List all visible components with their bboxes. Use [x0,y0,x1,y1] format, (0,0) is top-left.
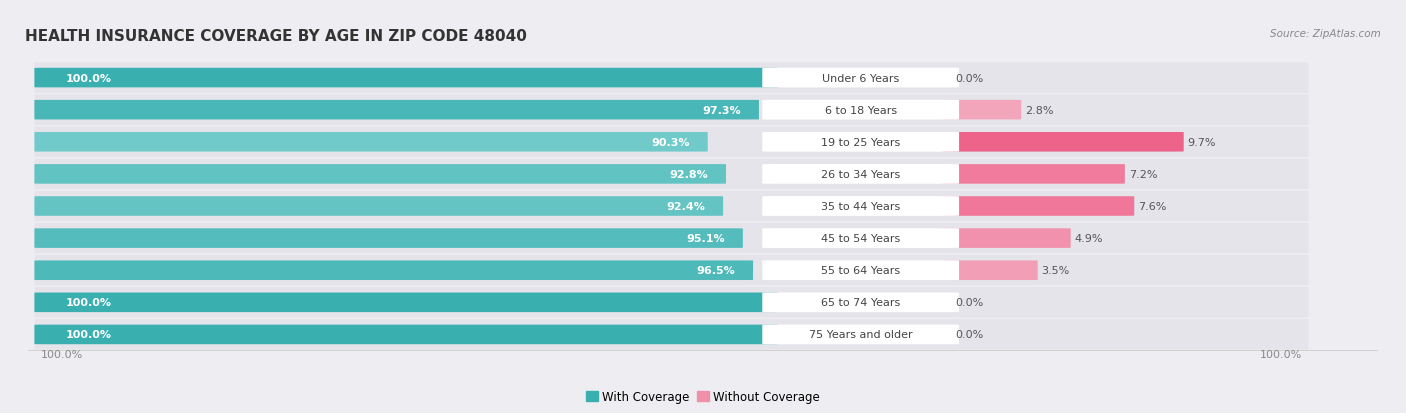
Text: 7.6%: 7.6% [1137,202,1167,211]
Text: 0.0%: 0.0% [955,298,984,308]
FancyBboxPatch shape [34,63,1309,94]
Text: 9.7%: 9.7% [1188,138,1216,147]
Text: 100.0%: 100.0% [41,350,83,360]
FancyBboxPatch shape [34,223,1309,254]
Text: 19 to 25 Years: 19 to 25 Years [821,138,900,147]
FancyBboxPatch shape [34,293,779,312]
FancyBboxPatch shape [942,101,1021,120]
Legend: With Coverage, Without Coverage: With Coverage, Without Coverage [581,385,825,408]
Text: 45 to 54 Years: 45 to 54 Years [821,233,900,244]
FancyBboxPatch shape [942,229,1071,248]
Text: 100.0%: 100.0% [66,298,112,308]
FancyBboxPatch shape [942,165,1125,184]
Text: 26 to 34 Years: 26 to 34 Years [821,169,900,180]
Text: 4.9%: 4.9% [1074,233,1102,244]
Text: 92.4%: 92.4% [666,202,706,211]
FancyBboxPatch shape [942,133,1184,152]
FancyBboxPatch shape [762,261,959,280]
Text: HEALTH INSURANCE COVERAGE BY AGE IN ZIP CODE 48040: HEALTH INSURANCE COVERAGE BY AGE IN ZIP … [25,29,527,44]
FancyBboxPatch shape [34,261,754,280]
FancyBboxPatch shape [34,69,779,88]
FancyBboxPatch shape [34,191,1309,222]
FancyBboxPatch shape [762,165,959,184]
FancyBboxPatch shape [34,319,1309,350]
Text: 6 to 18 Years: 6 to 18 Years [825,105,897,115]
Text: 95.1%: 95.1% [686,233,724,244]
Text: 90.3%: 90.3% [651,138,689,147]
FancyBboxPatch shape [34,133,707,152]
FancyBboxPatch shape [762,229,959,248]
Text: 100.0%: 100.0% [1260,350,1302,360]
Text: Source: ZipAtlas.com: Source: ZipAtlas.com [1270,29,1381,39]
Text: 97.3%: 97.3% [702,105,741,115]
FancyBboxPatch shape [762,69,959,88]
Text: 100.0%: 100.0% [66,330,112,339]
Text: 3.5%: 3.5% [1042,266,1070,275]
FancyBboxPatch shape [762,325,959,344]
FancyBboxPatch shape [762,100,959,120]
FancyBboxPatch shape [34,101,759,120]
FancyBboxPatch shape [762,293,959,313]
Text: 0.0%: 0.0% [955,74,984,83]
Text: 55 to 64 Years: 55 to 64 Years [821,266,900,275]
FancyBboxPatch shape [34,325,779,344]
FancyBboxPatch shape [34,95,1309,126]
FancyBboxPatch shape [762,133,959,152]
FancyBboxPatch shape [34,255,1309,286]
FancyBboxPatch shape [34,197,723,216]
FancyBboxPatch shape [34,287,1309,318]
FancyBboxPatch shape [34,127,1309,158]
FancyBboxPatch shape [34,159,1309,190]
FancyBboxPatch shape [942,261,1038,280]
Text: 7.2%: 7.2% [1129,169,1157,180]
Text: 65 to 74 Years: 65 to 74 Years [821,298,900,308]
FancyBboxPatch shape [34,229,742,248]
Text: 75 Years and older: 75 Years and older [808,330,912,339]
Text: 92.8%: 92.8% [669,169,709,180]
Text: 96.5%: 96.5% [696,266,735,275]
Text: 2.8%: 2.8% [1025,105,1053,115]
Text: 0.0%: 0.0% [955,330,984,339]
Text: 100.0%: 100.0% [66,74,112,83]
Text: 35 to 44 Years: 35 to 44 Years [821,202,900,211]
Text: Under 6 Years: Under 6 Years [823,74,900,83]
FancyBboxPatch shape [34,165,725,184]
FancyBboxPatch shape [942,197,1135,216]
FancyBboxPatch shape [762,197,959,216]
